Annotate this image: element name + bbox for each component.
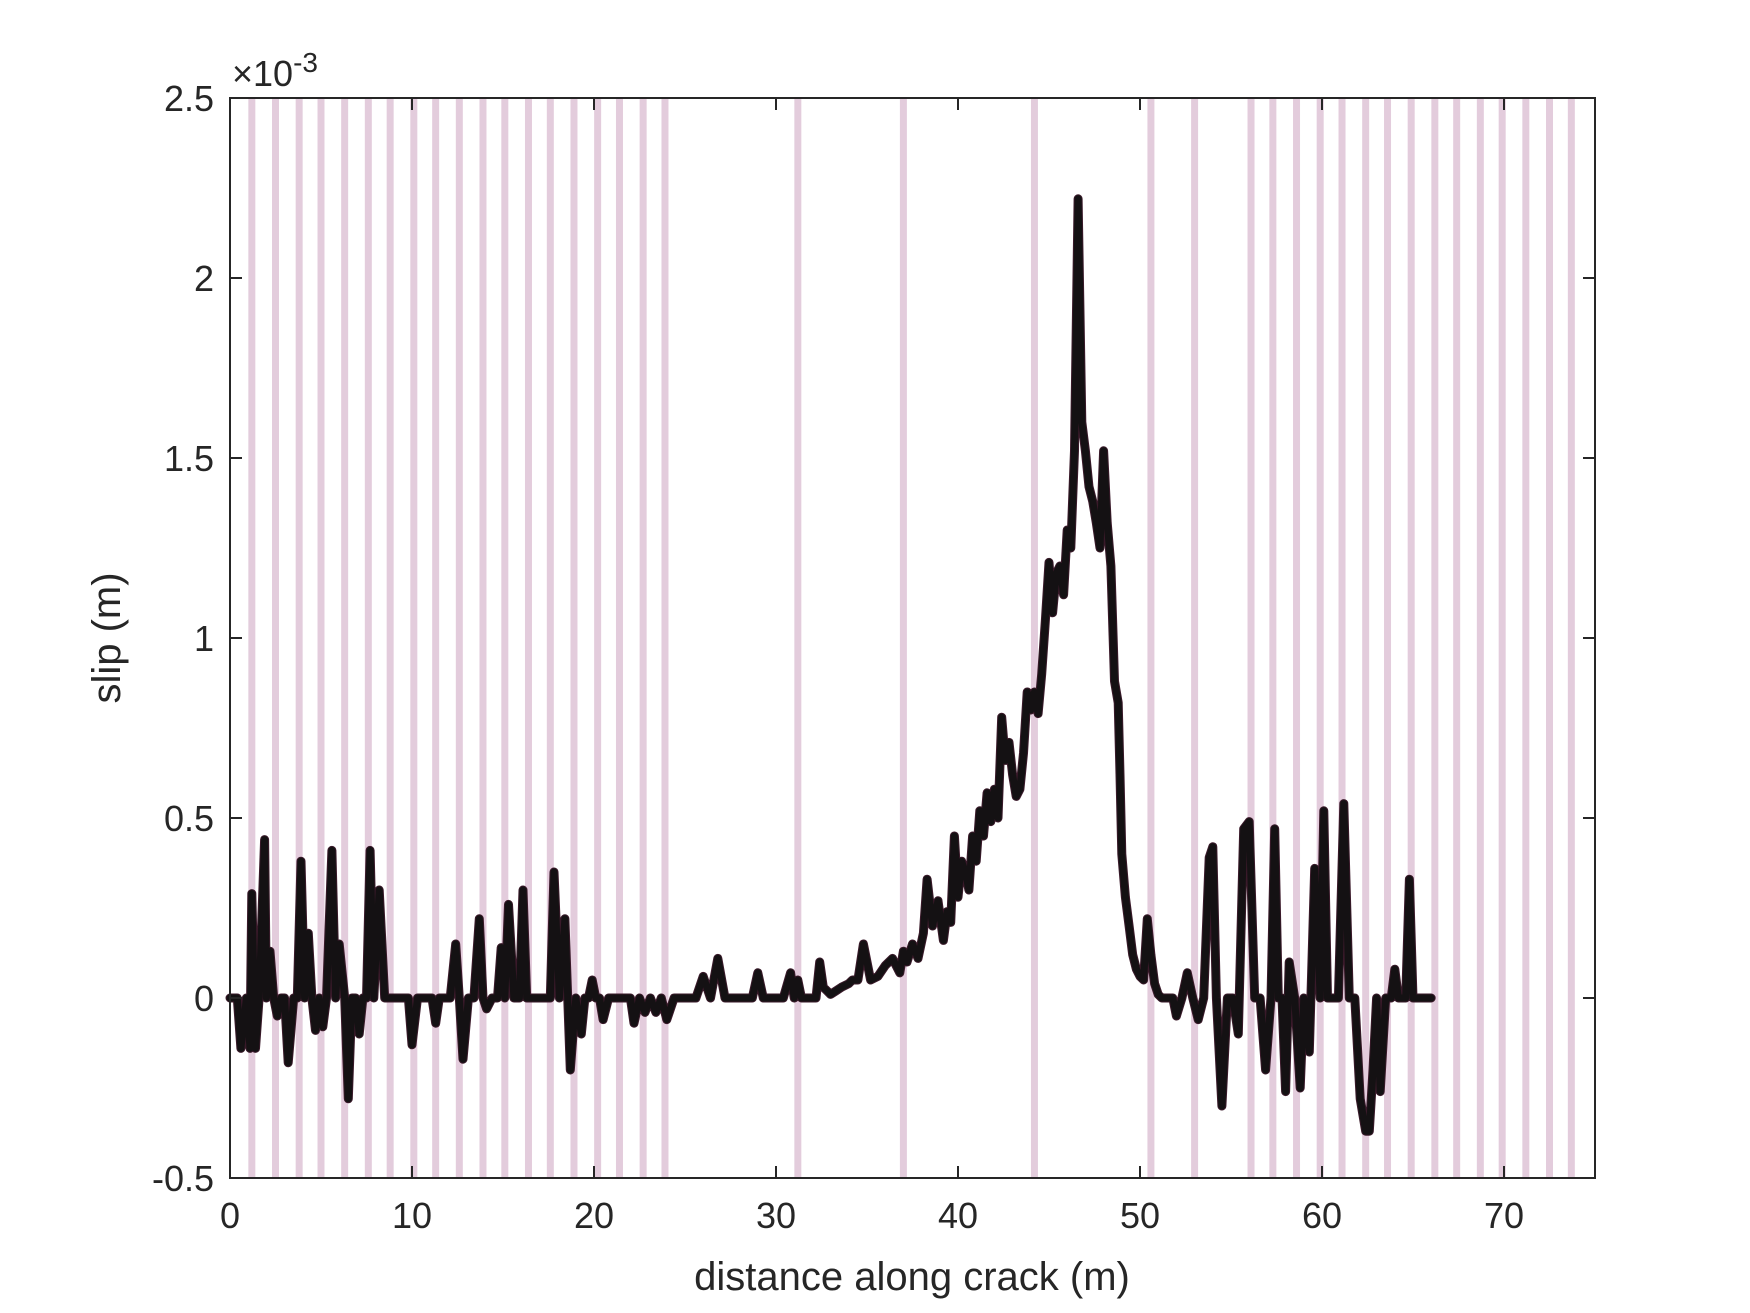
y-axis: -0.5 0 0.5 1 1.5 2 2.5: [152, 78, 1595, 1199]
x-tick-label: 60: [1302, 1195, 1342, 1236]
series-line-slip: [226, 195, 1435, 1135]
x-tick-label: 20: [574, 1195, 614, 1236]
x-tick-label: 50: [1120, 1195, 1160, 1236]
y-exponent-label: ×10-3: [232, 47, 318, 94]
y-tick-label: 1.5: [164, 438, 214, 479]
y-tick-label: 0.5: [164, 798, 214, 839]
y-tick-label: -0.5: [152, 1158, 214, 1199]
y-axis-label: slip (m): [85, 572, 129, 703]
y-tick-label: 0: [194, 978, 214, 1019]
x-tick-label: 30: [756, 1195, 796, 1236]
y-exponent-base: ×10: [232, 53, 293, 94]
y-tick-label: 1: [194, 618, 214, 659]
x-tick-label: 10: [392, 1195, 432, 1236]
y-exponent-power: -3: [293, 47, 318, 78]
series-layer: [225, 194, 1436, 1136]
x-axis: 0 10 20 30 40 50 60 70: [220, 98, 1524, 1236]
y-tick-label: 2: [194, 258, 214, 299]
x-tick-label: 70: [1484, 1195, 1524, 1236]
x-tick-label: 0: [220, 1195, 240, 1236]
x-axis-label: distance along crack (m): [694, 1255, 1130, 1299]
x-tick-label: 40: [938, 1195, 978, 1236]
y-tick-label: 2.5: [164, 78, 214, 119]
